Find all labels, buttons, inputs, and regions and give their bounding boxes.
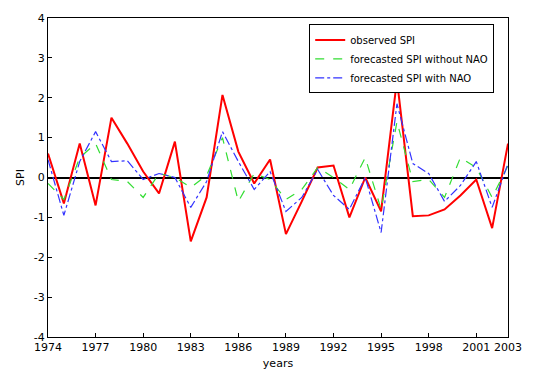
svg-text:-1: -1	[34, 211, 45, 224]
svg-text:1995: 1995	[367, 341, 395, 354]
svg-text:1974: 1974	[34, 341, 62, 354]
svg-text:forecasted SPI without NAO: forecasted SPI without NAO	[350, 54, 488, 65]
svg-text:1: 1	[38, 131, 45, 144]
svg-text:-4: -4	[34, 331, 45, 344]
svg-text:3: 3	[38, 52, 45, 65]
svg-text:1983: 1983	[177, 341, 205, 354]
svg-text:4: 4	[38, 12, 45, 25]
svg-text:1986: 1986	[224, 341, 252, 354]
svg-text:observed SPI: observed SPI	[350, 35, 415, 46]
svg-text:years: years	[263, 357, 294, 370]
svg-text:-3: -3	[34, 291, 45, 304]
svg-text:1992: 1992	[320, 341, 348, 354]
svg-text:forecasted SPI with NAO: forecasted SPI with NAO	[350, 73, 471, 84]
svg-text:1977: 1977	[82, 341, 110, 354]
svg-text:SPI: SPI	[14, 169, 27, 186]
svg-text:1980: 1980	[129, 341, 157, 354]
svg-text:1989: 1989	[272, 341, 300, 354]
svg-text:2: 2	[38, 92, 45, 105]
svg-text:1998: 1998	[415, 341, 443, 354]
svg-text:0: 0	[38, 171, 45, 184]
svg-text:2001: 2001	[462, 341, 490, 354]
svg-text:2003: 2003	[494, 341, 522, 354]
svg-text:-2: -2	[34, 251, 45, 264]
